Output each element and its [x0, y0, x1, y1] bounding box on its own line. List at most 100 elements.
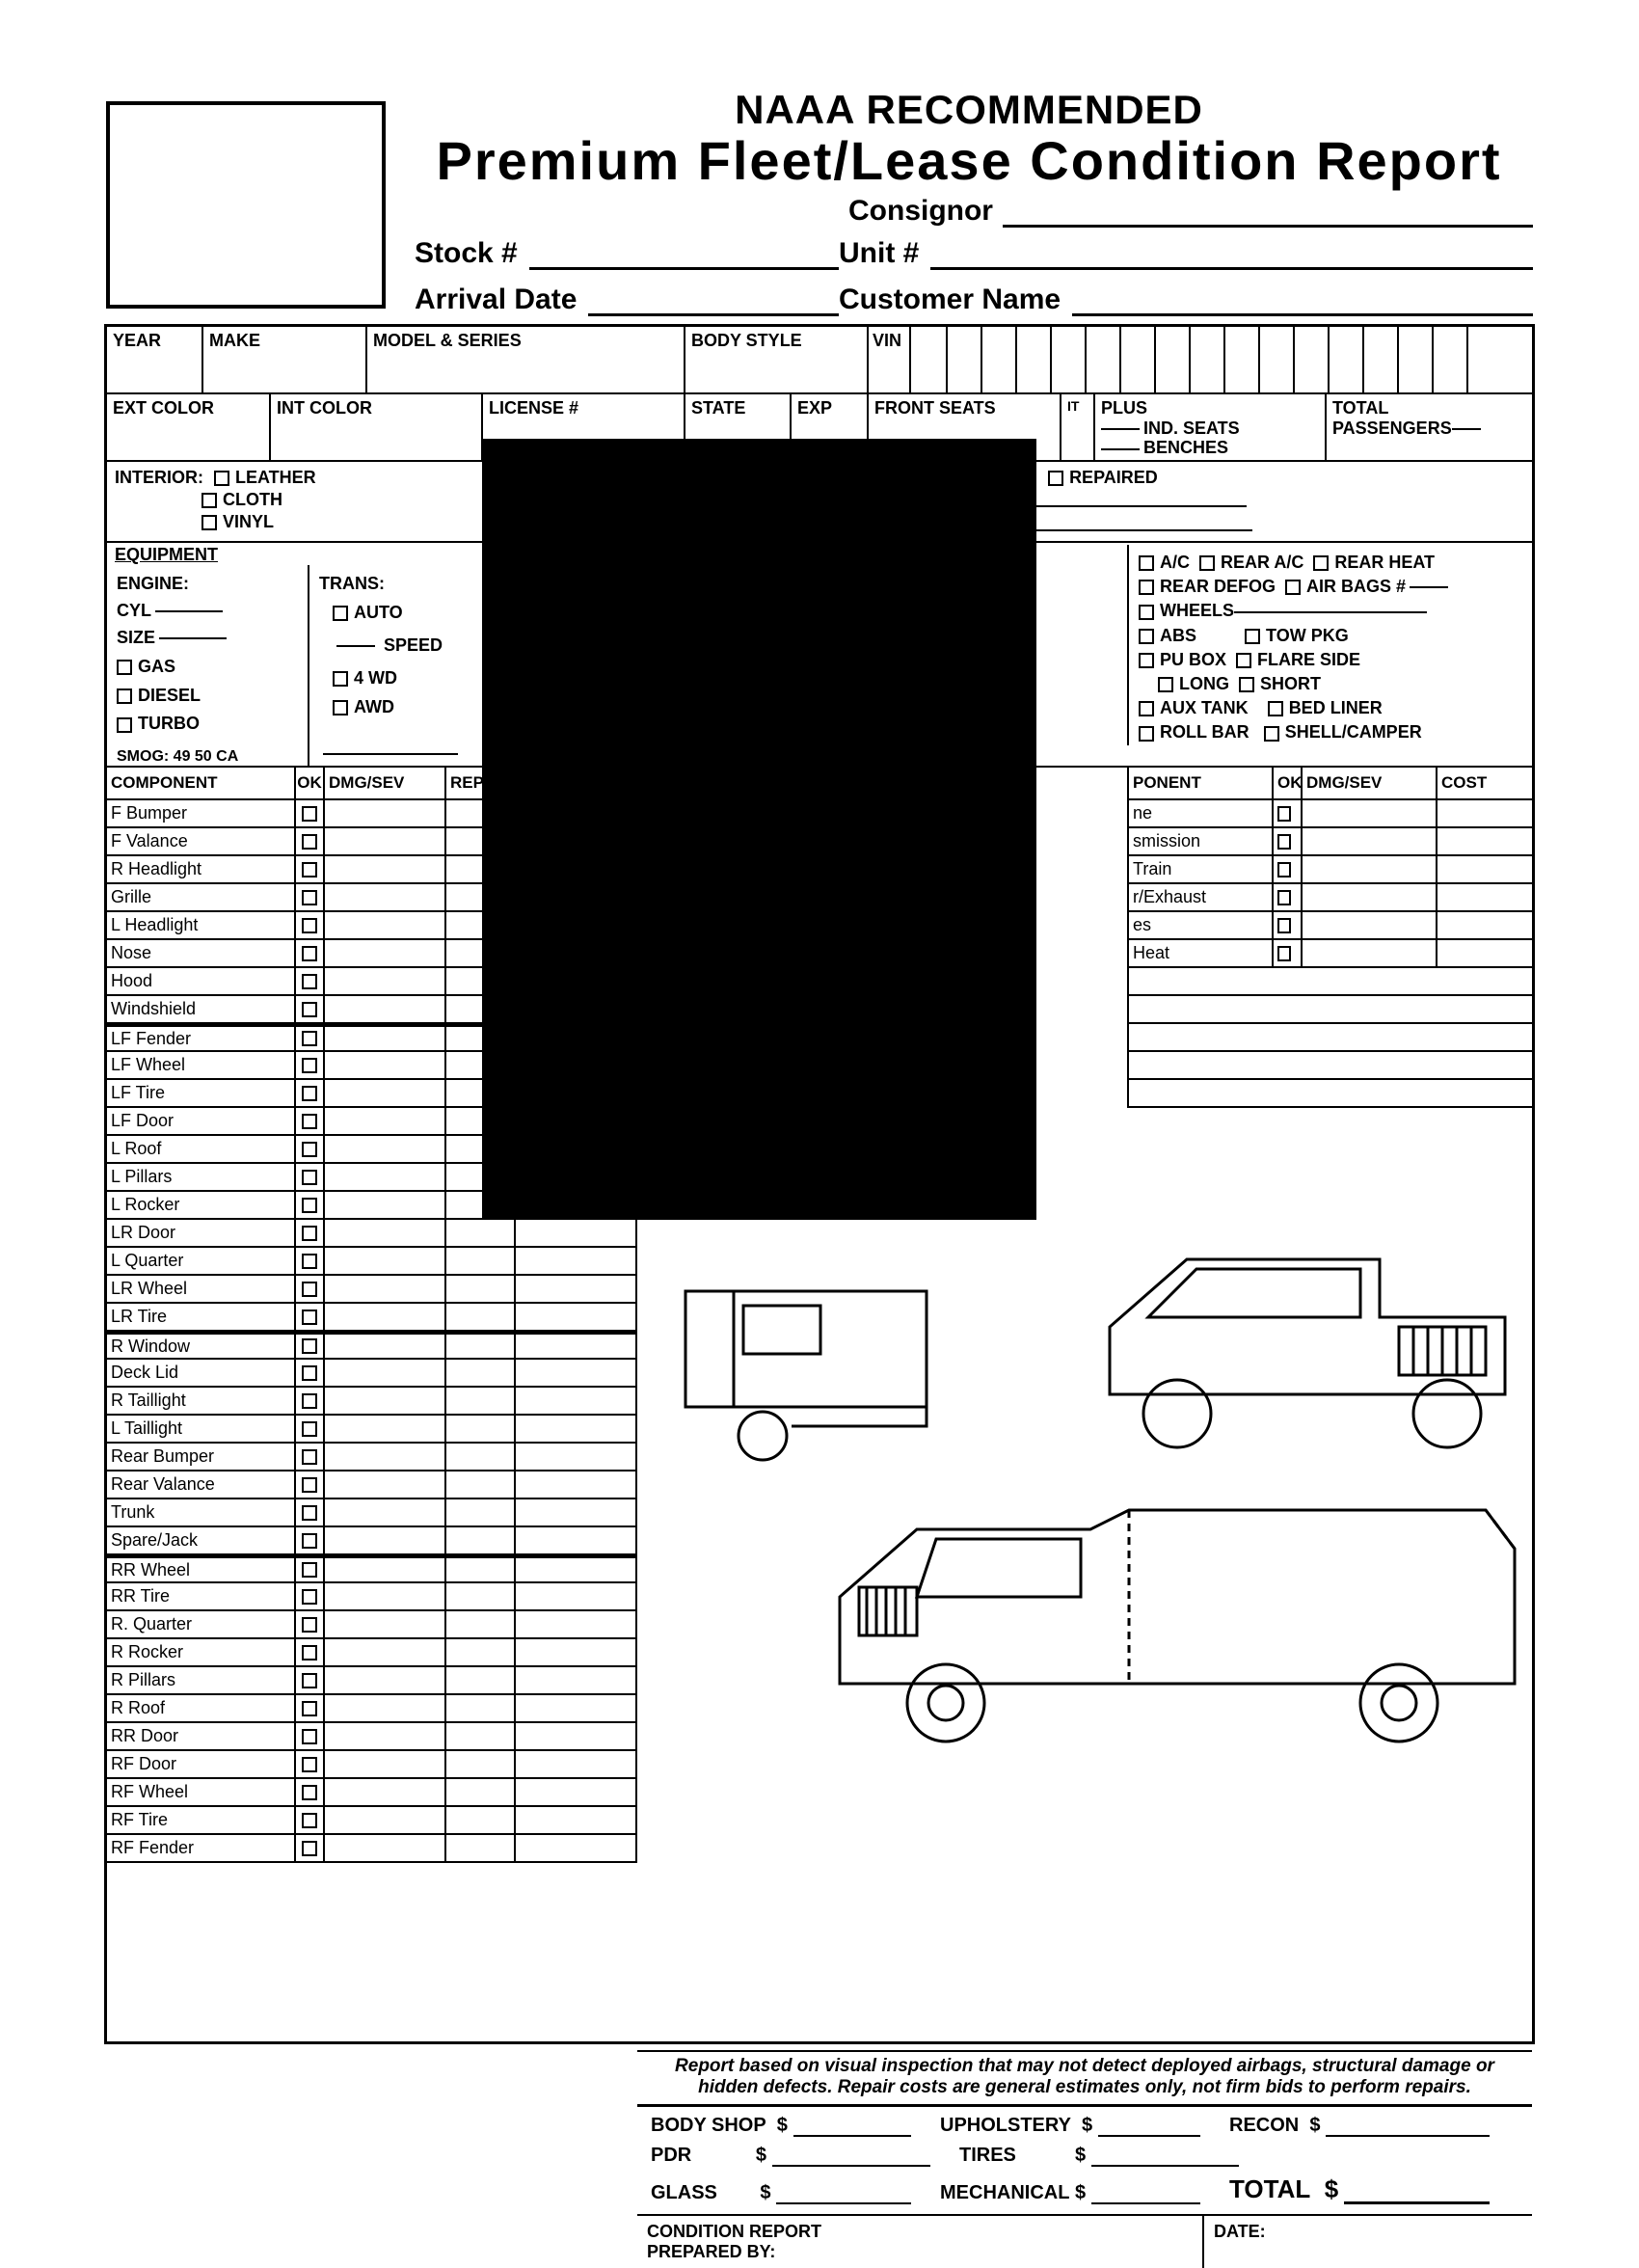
component-cost-cell[interactable]: [516, 1499, 635, 1526]
component-ok-checkbox[interactable]: [302, 834, 317, 850]
component-ok-checkbox[interactable]: [302, 974, 317, 989]
component-ok-checkbox[interactable]: [302, 1254, 317, 1269]
component-cost-cell[interactable]: [516, 1388, 635, 1414]
component-rep-cell[interactable]: [446, 1779, 516, 1805]
component-ok-checkbox[interactable]: [302, 1729, 317, 1744]
component-rep-cell[interactable]: [446, 1335, 516, 1358]
component-rep-cell[interactable]: [446, 1558, 516, 1581]
bodyshop-input-line[interactable]: [793, 2120, 911, 2137]
component-dmg-cell[interactable]: [325, 1027, 446, 1050]
auxtank-checkbox[interactable]: [1139, 701, 1154, 716]
component-cost-cell[interactable]: [516, 1723, 635, 1749]
component-dmg-cell[interactable]: [325, 1416, 446, 1442]
component-dmg-cell[interactable]: [325, 912, 446, 938]
rcomponent-dmg-cell[interactable]: [1303, 940, 1437, 966]
component-dmg-cell[interactable]: [325, 996, 446, 1022]
rcomponent-cost-cell[interactable]: [1437, 800, 1532, 826]
component-cost-cell[interactable]: [516, 1835, 635, 1861]
diesel-checkbox[interactable]: [117, 688, 132, 704]
rcomponent-ok-checkbox[interactable]: [1277, 890, 1291, 905]
component-ok-checkbox[interactable]: [302, 1562, 317, 1578]
component-cost-cell[interactable]: [516, 1220, 635, 1246]
rcomponent-ok-checkbox[interactable]: [1277, 946, 1291, 961]
consignor-input-line[interactable]: [1003, 201, 1533, 228]
component-cost-cell[interactable]: [516, 1583, 635, 1609]
recon-input-line[interactable]: [1326, 2120, 1490, 2137]
component-ok-checkbox[interactable]: [302, 1505, 317, 1521]
arrival-input-line[interactable]: [588, 291, 839, 316]
component-rep-cell[interactable]: [446, 1639, 516, 1665]
rcomponent-cost-cell[interactable]: [1437, 856, 1532, 882]
component-ok-checkbox[interactable]: [302, 1338, 317, 1354]
component-cost-cell[interactable]: [516, 1779, 635, 1805]
component-dmg-cell[interactable]: [325, 1276, 446, 1302]
turbo-checkbox[interactable]: [117, 717, 132, 733]
rcomponent-cost-cell[interactable]: [1437, 884, 1532, 910]
component-ok-checkbox[interactable]: [302, 1170, 317, 1185]
component-ok-checkbox[interactable]: [302, 1393, 317, 1409]
leather-checkbox[interactable]: [214, 471, 229, 486]
component-cost-cell[interactable]: [516, 1304, 635, 1330]
component-dmg-cell[interactable]: [325, 1499, 446, 1526]
component-rep-cell[interactable]: [446, 1695, 516, 1721]
component-rep-cell[interactable]: [446, 1416, 516, 1442]
component-cost-cell[interactable]: [516, 1751, 635, 1777]
component-cost-cell[interactable]: [516, 1639, 635, 1665]
rcomponent-ok-checkbox[interactable]: [1277, 834, 1291, 850]
component-ok-checkbox[interactable]: [302, 1617, 317, 1633]
component-cost-cell[interactable]: [516, 1444, 635, 1470]
blank-cell[interactable]: [1129, 996, 1532, 1022]
component-ok-checkbox[interactable]: [302, 1477, 317, 1493]
blank-cell[interactable]: [1129, 1052, 1532, 1078]
component-ok-checkbox[interactable]: [302, 1031, 317, 1046]
component-dmg-cell[interactable]: [325, 1723, 446, 1749]
component-ok-checkbox[interactable]: [302, 1421, 317, 1437]
component-cost-cell[interactable]: [516, 1611, 635, 1637]
auto-checkbox[interactable]: [333, 606, 348, 621]
component-ok-checkbox[interactable]: [302, 890, 317, 905]
rollbar-checkbox[interactable]: [1139, 726, 1154, 742]
gas-checkbox[interactable]: [117, 660, 132, 675]
rcomponent-cost-cell[interactable]: [1437, 940, 1532, 966]
total-input-line[interactable]: [1344, 2187, 1490, 2204]
rcomponent-dmg-cell[interactable]: [1303, 800, 1437, 826]
rcomponent-ok-checkbox[interactable]: [1277, 806, 1291, 822]
component-dmg-cell[interactable]: [325, 1558, 446, 1581]
component-cost-cell[interactable]: [516, 1527, 635, 1553]
unit-input-line[interactable]: [930, 245, 1533, 270]
rearheat-checkbox[interactable]: [1313, 555, 1329, 571]
component-dmg-cell[interactable]: [325, 1360, 446, 1386]
component-rep-cell[interactable]: [446, 1360, 516, 1386]
long-checkbox[interactable]: [1158, 677, 1173, 692]
component-ok-checkbox[interactable]: [302, 1226, 317, 1241]
rcomponent-dmg-cell[interactable]: [1303, 912, 1437, 938]
component-dmg-cell[interactable]: [325, 1080, 446, 1106]
component-dmg-cell[interactable]: [325, 1779, 446, 1805]
component-rep-cell[interactable]: [446, 1527, 516, 1553]
component-rep-cell[interactable]: [446, 1472, 516, 1498]
component-ok-checkbox[interactable]: [302, 1701, 317, 1716]
component-ok-checkbox[interactable]: [302, 1142, 317, 1157]
component-dmg-cell[interactable]: [325, 1388, 446, 1414]
component-ok-checkbox[interactable]: [302, 1785, 317, 1800]
component-cost-cell[interactable]: [516, 1360, 635, 1386]
component-rep-cell[interactable]: [446, 1276, 516, 1302]
upholstery-input-line[interactable]: [1098, 2120, 1200, 2137]
towpkg-checkbox[interactable]: [1245, 629, 1260, 644]
blank-cell[interactable]: [1129, 968, 1532, 994]
component-dmg-cell[interactable]: [325, 1136, 446, 1162]
component-dmg-cell[interactable]: [325, 856, 446, 882]
component-ok-checkbox[interactable]: [302, 1533, 317, 1549]
component-cost-cell[interactable]: [516, 1472, 635, 1498]
component-dmg-cell[interactable]: [325, 1807, 446, 1833]
component-dmg-cell[interactable]: [325, 1052, 446, 1078]
component-dmg-cell[interactable]: [325, 1639, 446, 1665]
component-dmg-cell[interactable]: [325, 968, 446, 994]
repaired-checkbox[interactable]: [1048, 471, 1063, 486]
component-dmg-cell[interactable]: [325, 1444, 446, 1470]
flareside-checkbox[interactable]: [1236, 653, 1251, 668]
component-rep-cell[interactable]: [446, 1835, 516, 1861]
shellcamper-checkbox[interactable]: [1264, 726, 1279, 742]
component-cost-cell[interactable]: [516, 1248, 635, 1274]
component-ok-checkbox[interactable]: [302, 1086, 317, 1101]
